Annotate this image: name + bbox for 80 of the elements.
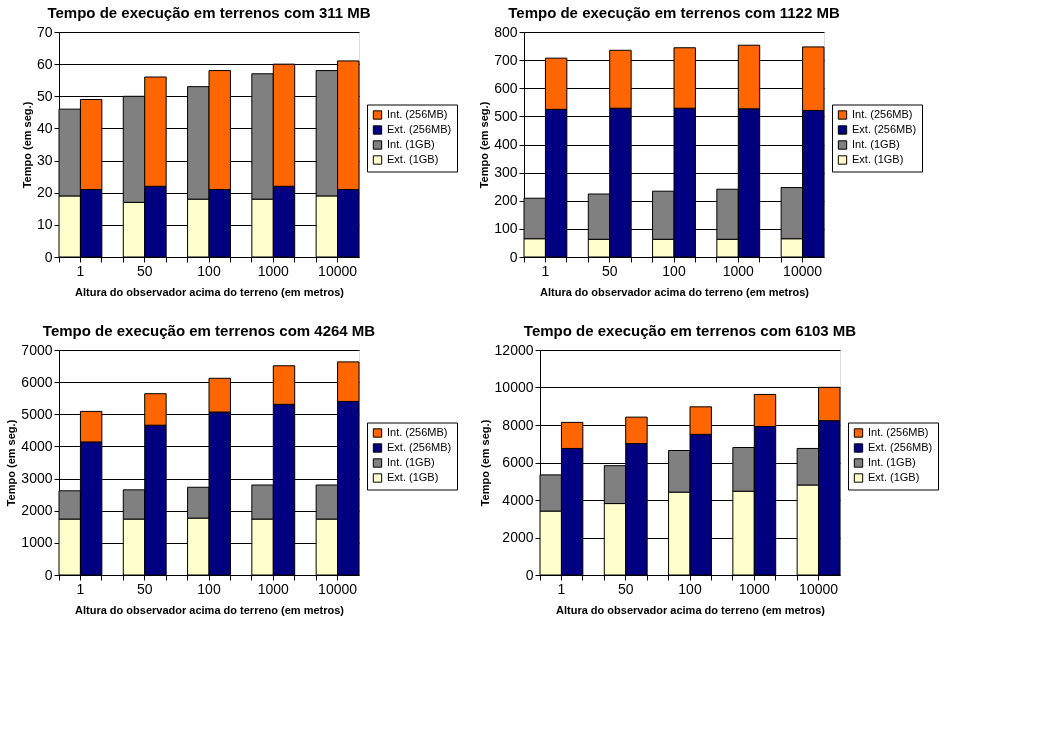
legend-label: Ext. (1GB) (387, 153, 439, 165)
y-tick-label: 2000 (21, 502, 53, 519)
x-tick-label: 10000 (318, 580, 358, 597)
legend-label: Ext. (1GB) (387, 471, 439, 483)
y-tick-label: 70 (36, 23, 53, 40)
x-tick-label: 1000 (257, 580, 290, 597)
chart-title: Tempo de execução em terrenos com 6103 MB (523, 322, 857, 339)
y-tick-label: 12000 (494, 341, 534, 358)
y-tick-label: 700 (494, 51, 518, 68)
chart-title: Tempo de execução em terrenos com 4264 MB (42, 322, 376, 339)
x-tick-label: 100 (197, 580, 221, 597)
x-tick-label: 1000 (738, 580, 771, 597)
legend-label: Ext. (1GB) (852, 153, 904, 165)
y-axis-title: Tempo (em seg.) (478, 419, 491, 507)
y-tick-label: 400 (494, 136, 518, 152)
y-tick-label: 1000 (21, 534, 53, 551)
y-axis-title: Tempo (em seg.) (20, 101, 33, 189)
chart-title: Tempo de execução em terrenos com 1122 MB (508, 4, 840, 21)
y-tick-label: 0 (44, 566, 53, 583)
x-tick-label: 1 (557, 580, 566, 597)
y-tick-label: 20 (36, 184, 53, 201)
y-tick-label: 6000 (502, 454, 534, 470)
y-tick-label: 800 (494, 23, 518, 40)
y-tick-label: 0 (44, 248, 53, 265)
y-tick-label: 60 (36, 55, 53, 72)
y-tick-label: 10 (36, 216, 53, 233)
x-tick-label: 1000 (257, 262, 290, 279)
y-tick-label: 100 (494, 220, 518, 237)
x-axis-title: Altura do observador acima do terreno (em metros) (556, 603, 826, 616)
legend-label: Int. (1GB) (852, 138, 900, 150)
x-axis-title: Altura do observador acima do terreno (em metros) (540, 285, 810, 298)
y-axis-title: Tempo (em seg.) (5, 419, 18, 507)
legend-label: Int. (1GB) (387, 138, 435, 150)
y-tick-label: 200 (494, 192, 518, 209)
y-tick-label: 8000 (502, 416, 534, 433)
y-tick-label: 2000 (502, 529, 534, 545)
x-tick-label: 1000 (722, 262, 755, 279)
x-axis-title: Altura do observador acima do terreno (em metros) (75, 603, 345, 616)
chart-title: Tempo de execução em terrenos com 311 MB (47, 4, 371, 21)
legend-label: Int. (1GB) (868, 456, 916, 468)
x-tick-label: 1 (76, 580, 85, 597)
x-tick-label: 10000 (783, 262, 823, 279)
y-tick-label: 40 (36, 119, 53, 136)
legend-label: Ext. (256MB) (868, 441, 933, 453)
y-axis-title: Tempo (em seg.) (478, 101, 491, 189)
y-tick-label: 600 (494, 79, 518, 96)
legend-label: Int. (1GB) (387, 456, 435, 468)
x-tick-label: 50 (617, 580, 634, 597)
y-tick-label: 6000 (21, 373, 53, 390)
y-tick-label: 3000 (21, 470, 53, 487)
legend-label: Ext. (256MB) (387, 441, 452, 453)
y-tick-label: 300 (494, 164, 518, 181)
y-tick-label: 0 (509, 248, 518, 265)
x-tick-label: 100 (662, 262, 686, 279)
x-axis-title: Altura do observador acima do terreno (em metros) (75, 285, 345, 298)
y-tick-label: 0 (525, 566, 534, 583)
x-tick-label: 100 (197, 262, 221, 279)
x-tick-label: 1 (76, 262, 85, 279)
x-tick-label: 10000 (799, 580, 839, 597)
legend-label: Int. (256MB) (868, 426, 929, 438)
legend-label: Ext. (1GB) (868, 471, 920, 483)
y-tick-label: 50 (36, 87, 53, 104)
y-tick-label: 30 (36, 152, 53, 169)
y-tick-label: 10000 (494, 379, 534, 395)
x-tick-label: 100 (678, 580, 702, 597)
x-tick-label: 50 (136, 580, 153, 597)
y-tick-label: 500 (494, 107, 518, 124)
x-tick-label: 1 (541, 262, 550, 279)
y-tick-label: 5000 (21, 405, 53, 422)
x-tick-label: 50 (601, 262, 618, 279)
y-tick-label: 7000 (21, 341, 53, 358)
x-tick-label: 50 (136, 262, 153, 279)
legend-label: Ext. (256MB) (387, 123, 452, 135)
y-tick-label: 4000 (502, 491, 534, 508)
legend-label: Int. (256MB) (852, 108, 913, 120)
y-tick-label: 4000 (21, 437, 53, 454)
legend-label: Ext. (256MB) (852, 123, 917, 135)
legend-label: Int. (256MB) (387, 108, 448, 120)
x-tick-label: 10000 (318, 262, 358, 279)
legend-label: Int. (256MB) (387, 426, 448, 438)
